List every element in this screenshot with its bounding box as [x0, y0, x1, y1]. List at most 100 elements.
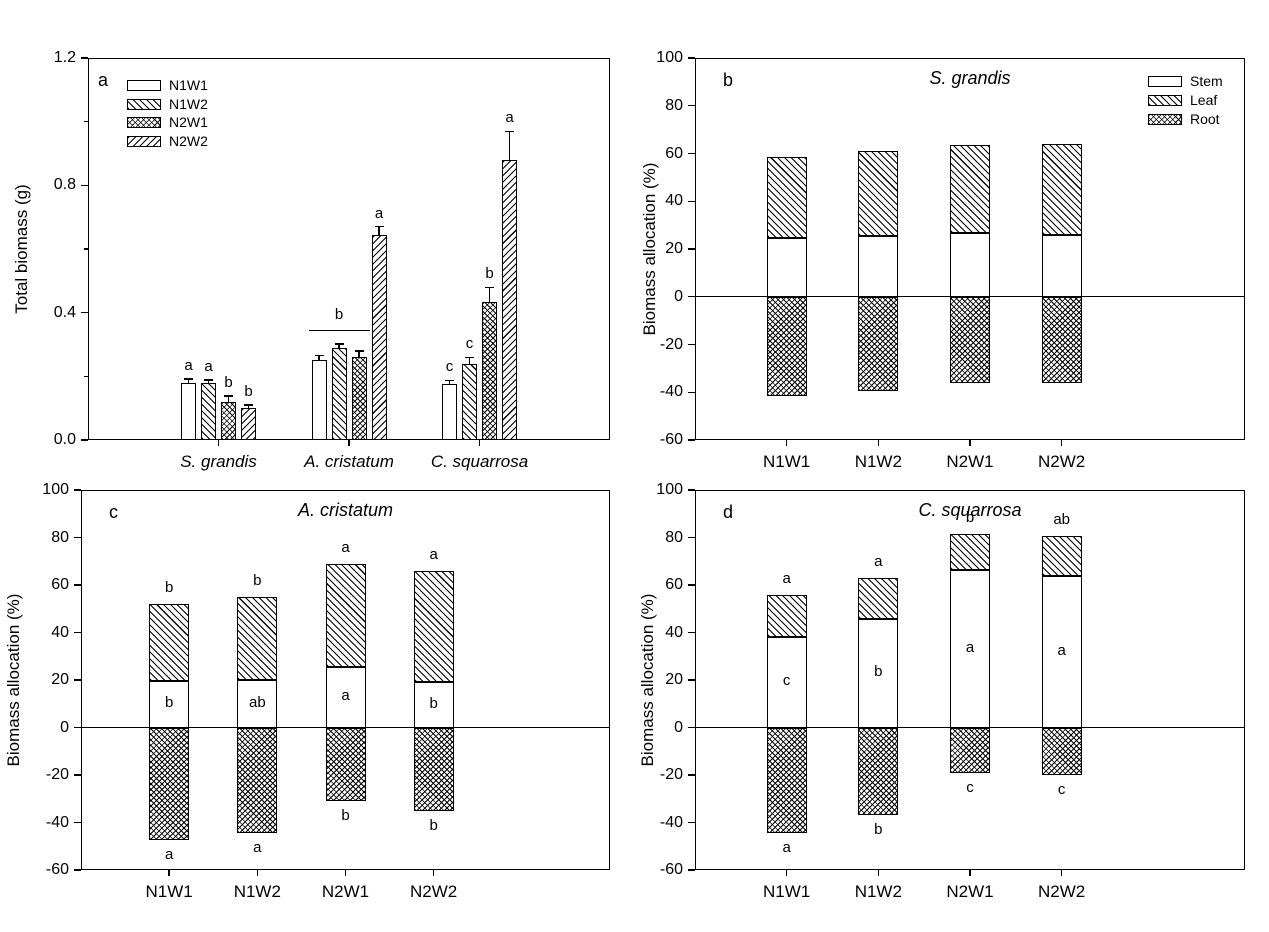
bar-n1w2 [462, 363, 477, 440]
sig-letter-below: a [782, 839, 791, 857]
error-bar-cap [334, 343, 344, 345]
segment-stem [325, 666, 366, 728]
y-tick-label: -60 [45, 861, 69, 878]
segment-root [858, 296, 899, 392]
y-tick-label: 0.8 [53, 176, 76, 194]
x-category-label: N2W2 [410, 882, 458, 901]
y-tick-label: 40 [51, 623, 69, 641]
sig-letter-below: a [253, 839, 262, 857]
segment-leaf [950, 533, 990, 570]
group-sig-line [308, 330, 370, 332]
segment-leaf [237, 596, 278, 680]
error-bar-cap [314, 354, 324, 357]
sig-letter: a [505, 109, 514, 127]
x-tick [1060, 870, 1063, 876]
panel-title: A. cristatum [297, 500, 394, 520]
error-bar-line [468, 357, 471, 364]
error-bar-line [227, 396, 230, 402]
x-category-label: N1W1 [763, 452, 811, 471]
y-minor-tick [84, 375, 88, 377]
sig-letter-above: b [253, 571, 262, 589]
error-bar-cap [485, 286, 494, 288]
sig-letter-above: a [341, 538, 350, 556]
segment-root [1041, 296, 1082, 383]
x-tick [785, 870, 788, 876]
x-tick [348, 440, 350, 446]
sig-letter-stem: a [965, 638, 975, 656]
y-tick-label: -60 [659, 431, 683, 448]
legend-label: Leaf [1190, 92, 1218, 108]
segment-stem [1041, 575, 1082, 728]
y-tick [688, 869, 695, 871]
segment-leaf [149, 604, 190, 682]
legend-swatch-n2w1 [127, 117, 161, 128]
y-tick [81, 57, 88, 59]
y-tick-label: 0 [60, 718, 69, 736]
sig-letter: a [374, 204, 384, 222]
y-tick [81, 184, 88, 187]
bar-n1w2 [331, 347, 347, 440]
segment-root [413, 727, 454, 811]
legend-swatch-n2w2 [127, 135, 161, 147]
error-bar-line [338, 343, 340, 348]
sig-letter-above: a [429, 545, 438, 563]
panel-letter: c [109, 502, 118, 522]
sig-letter-above: b [164, 579, 174, 596]
error-bar-line [448, 380, 451, 385]
segment-stem [858, 619, 899, 728]
x-category-label: N1W2 [854, 452, 902, 471]
sig-letter-stem: c [782, 672, 791, 690]
y-tick-label: -40 [659, 383, 683, 401]
sig-letter-stem: b [164, 694, 174, 712]
error-bar-cap [244, 404, 253, 406]
y-tick-label: -60 [659, 861, 683, 878]
segment-root [858, 727, 899, 816]
y-tick-label: 60 [51, 576, 69, 593]
y-tick [81, 311, 88, 314]
error-bar-line [318, 355, 320, 361]
x-category-label: S. grandis [180, 452, 257, 471]
y-tick [74, 631, 81, 634]
x-tick [217, 440, 220, 446]
y-tick [688, 391, 695, 393]
y-tick [74, 536, 81, 539]
y-tick-label: 100 [656, 481, 683, 498]
y-axis-label: Biomass allocation (%) [638, 593, 657, 767]
segment-stem [413, 682, 454, 728]
panel-title: C. squarrosa [918, 500, 1022, 520]
x-category-label: N1W2 [854, 882, 902, 901]
error-bar-cap [505, 130, 514, 132]
y-tick [688, 631, 695, 634]
x-category-label: N2W2 [1038, 882, 1086, 901]
segment-leaf [413, 570, 454, 683]
segment-leaf [1041, 143, 1082, 235]
plot-box [81, 490, 610, 870]
x-category-label: N2W1 [946, 882, 994, 901]
group-sig-letter: b [334, 306, 344, 324]
error-bar-cap [374, 226, 384, 228]
y-minor-tick [84, 248, 88, 250]
y-tick [74, 821, 81, 824]
legend-swatch-leaf [1148, 95, 1182, 106]
y-tick [74, 489, 81, 491]
y-tick [688, 248, 695, 250]
sig-letter-stem: ab [248, 693, 266, 711]
error-bar-line [207, 380, 210, 383]
sig-letter-below: b [341, 807, 350, 825]
x-tick [785, 440, 788, 446]
sig-letter-above: ab [1053, 511, 1070, 529]
sig-letter-above: b [965, 508, 975, 526]
segment-root [950, 727, 990, 773]
error-bar-cap [184, 378, 193, 380]
y-tick [688, 679, 695, 681]
sig-letter: b [485, 265, 494, 283]
y-tick [688, 439, 695, 441]
bar-n2w2 [241, 408, 256, 440]
x-tick [344, 870, 347, 876]
y-tick-label: 80 [665, 96, 683, 114]
y-tick [688, 536, 695, 539]
segment-root [1041, 727, 1082, 775]
y-tick-label: -20 [659, 335, 683, 353]
sig-letter-stem: b [429, 694, 438, 712]
